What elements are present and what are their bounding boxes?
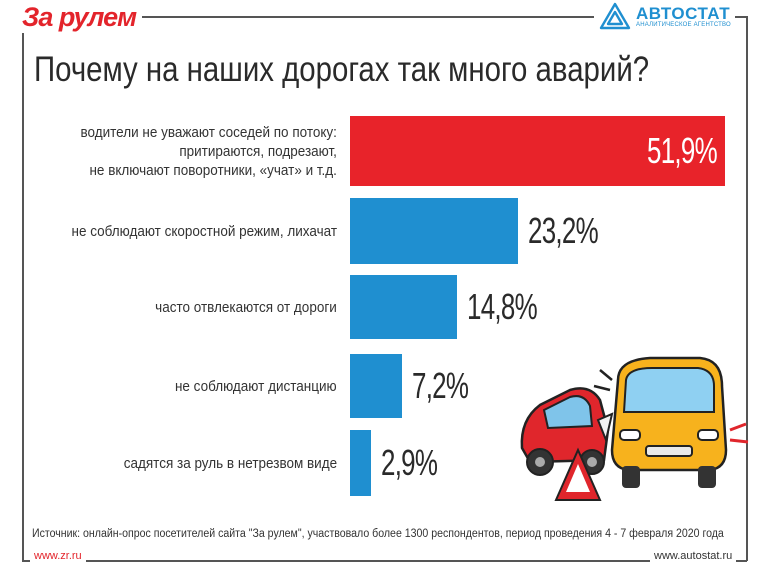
- frame-right-line: [746, 16, 748, 561]
- autostat-subtitle: АНАЛИТИЧЕСКОЕ АГЕНТСТВО: [636, 22, 731, 28]
- zr-url[interactable]: www.zr.ru: [30, 550, 86, 562]
- bar-value-label-5: 2,9%: [380, 442, 438, 483]
- category-label-1: водители не уважают соседей по потоку: пр…: [81, 123, 337, 180]
- bar-value-label-3: 14,8%: [466, 286, 538, 327]
- category-label-line: не соблюдают дистанцию: [175, 377, 337, 395]
- bar-value-label-2: 23,2%: [527, 210, 599, 251]
- bar-4: [350, 354, 403, 418]
- warning-triangle-icon: [554, 447, 602, 501]
- chart-title: Почему на наших дорогах так много аварий…: [34, 50, 650, 89]
- category-label-5: садятся за руль в нетрезвом виде: [124, 454, 337, 473]
- category-label-4: не соблюдают дистанцию: [175, 377, 337, 396]
- frame-top-line: [22, 16, 747, 18]
- bar-value-label-4: 7,2%: [412, 365, 469, 406]
- autostat-name: АВТОСТАТ: [636, 4, 731, 23]
- source-note: Источник: онлайн-опрос посетителей сайта…: [32, 528, 724, 540]
- yellow-car-icon: [593, 356, 749, 488]
- category-label-line: водители не уважают соседей по потоку:: [80, 123, 337, 141]
- frame-bottom-line: [22, 560, 747, 562]
- category-label-line: часто отвлекаются от дороги: [155, 298, 337, 316]
- frame-left-line: [22, 16, 24, 561]
- bar-1: [350, 116, 725, 186]
- category-label-line: садятся за руль в нетрезвом виде: [123, 454, 337, 472]
- car-crash-illustration: [520, 356, 749, 501]
- autostat-snowflake-icon: [599, 2, 631, 30]
- autostat-url[interactable]: www.autostat.ru: [650, 550, 737, 562]
- bar-5: [350, 430, 371, 496]
- category-label-line: притираются, подрезают,: [179, 142, 337, 160]
- bar-3: [350, 275, 457, 339]
- za-rulem-logo: За рулем: [22, 2, 143, 33]
- bar-value-label-1: 51,9%: [647, 130, 718, 171]
- category-label-3: часто отвлекаются от дороги: [155, 298, 337, 317]
- red-car-icon: [520, 387, 614, 476]
- category-label-2: не соблюдают скоростной режим, лихачат: [72, 222, 338, 241]
- bar-2: [350, 198, 518, 264]
- category-label-line: не включают поворотники, «учат» и т.д.: [89, 161, 338, 179]
- autostat-logo: АВТОСТАТ АНАЛИТИЧЕСКОЕ АГЕНТСТВО: [594, 2, 735, 32]
- category-label-line: не соблюдают скоростной режим, лихачат: [71, 222, 338, 240]
